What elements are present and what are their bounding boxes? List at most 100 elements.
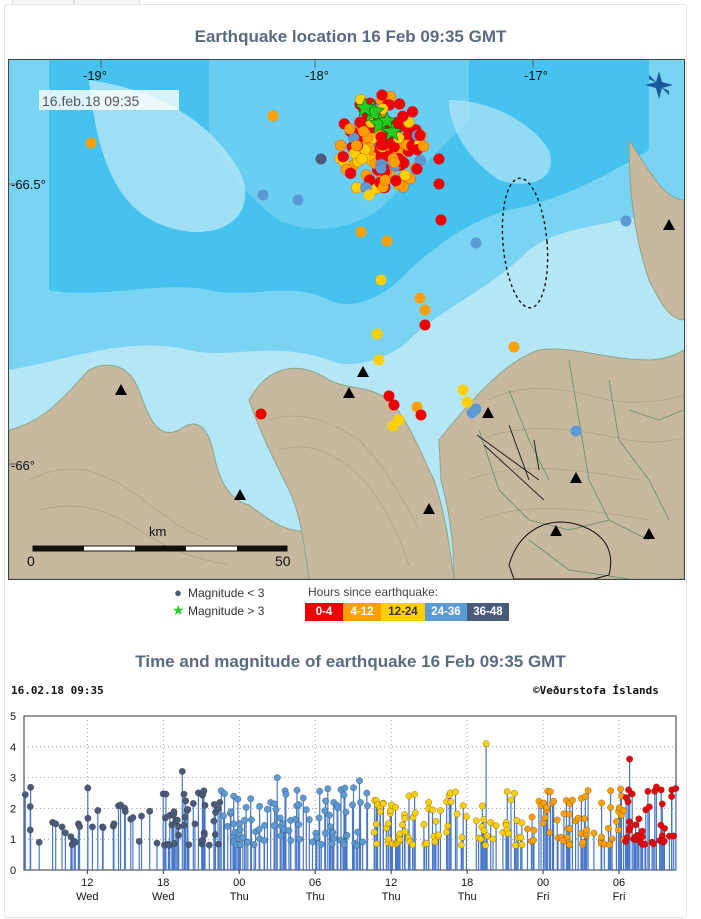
earthquake-marker	[397, 110, 409, 122]
earthquake-point	[327, 823, 334, 831]
earthquake-point	[244, 838, 252, 846]
earthquake-point	[248, 816, 255, 824]
earthquake-point	[543, 804, 551, 811]
earthquake-point	[482, 740, 490, 748]
earthquake-point	[635, 815, 643, 823]
earthquake-point	[185, 841, 193, 849]
x-tick-hour: 06	[613, 877, 625, 889]
x-tick-day: Thu	[306, 891, 325, 903]
earthquake-point	[480, 816, 488, 823]
earthquake-map[interactable]: -19° -18° -17° -66.5° -66° 16.feb.18 09:…	[8, 59, 685, 580]
earthquake-point	[272, 806, 280, 814]
earthquake-marker	[255, 408, 267, 420]
earthquake-point	[189, 800, 197, 807]
chart-date-label: 16.02.18 09:35	[11, 684, 104, 697]
earthquake-point	[171, 840, 178, 847]
x-axis: 12 Wed 18 Wed 00 Thu 06 Thu 12 Thu 18 Thu 00 Fri 06 Fri	[76, 870, 625, 903]
earthquake-point	[613, 818, 620, 825]
earthquake-marker	[415, 409, 427, 421]
x-tick-day: Wed	[152, 891, 174, 903]
earthquake-point	[146, 807, 154, 815]
earthquake-marker	[292, 194, 304, 206]
earthquake-point	[511, 789, 518, 797]
earthquake-point	[162, 790, 170, 798]
earthquake-point	[315, 814, 323, 822]
earthquake-point	[657, 786, 665, 794]
seismic-station-icon	[482, 407, 494, 418]
graticule	[9, 60, 534, 465]
earthquake-point	[201, 801, 209, 809]
earthquake-point	[241, 816, 248, 824]
earthquake-point	[341, 784, 349, 792]
earthquake-point	[216, 799, 224, 806]
star-icon: ★	[172, 602, 185, 618]
earthquake-point	[379, 800, 387, 808]
earthquake-point	[220, 812, 227, 820]
earthquake-point	[282, 790, 290, 798]
seismic-station-icon	[550, 525, 562, 536]
earthquake-point	[62, 829, 69, 837]
x-tick-hour: 18	[157, 877, 169, 889]
earthquake-marker	[414, 129, 426, 141]
map-timestamp: 16.feb.18 09:35	[42, 93, 140, 109]
earthquake-marker	[388, 156, 401, 169]
earthquake-point	[340, 791, 348, 799]
earthquake-point	[628, 790, 636, 798]
earthquake-point	[277, 832, 285, 840]
earthquake-point	[372, 820, 380, 828]
earthquake-point	[581, 793, 589, 800]
earthquake-point	[489, 835, 497, 843]
earthquake-marker	[373, 354, 385, 366]
x-tick-hour: 00	[233, 877, 245, 889]
earthquake-marker	[411, 163, 423, 175]
scale-unit: km	[149, 524, 166, 539]
lon-label-19: -19°	[83, 68, 107, 83]
earthquake-point	[518, 819, 526, 827]
lat-label-66: -66°	[11, 458, 35, 473]
earthquake-point	[26, 826, 34, 834]
earthquake-point	[321, 829, 329, 837]
fault-lines	[476, 424, 545, 501]
earthquake-point	[641, 840, 649, 848]
earthquake-point	[129, 814, 137, 821]
earthquake-marker	[350, 139, 363, 152]
earthquake-point	[377, 808, 384, 816]
earthquake-point	[463, 813, 470, 820]
earthquake-point	[94, 807, 102, 814]
seismic-station-icon	[234, 489, 246, 500]
earthquake-marker	[406, 106, 419, 118]
earthquake-point	[565, 810, 573, 818]
earthquake-marker	[470, 237, 482, 249]
earthquake-marker	[388, 141, 400, 153]
earthquake-point	[420, 821, 428, 828]
earthquake-marker	[257, 189, 269, 201]
earthquake-point	[409, 841, 416, 849]
earthquake-point	[293, 786, 301, 794]
x-tick-hour: 12	[81, 877, 93, 889]
earthquake-marker	[433, 178, 445, 190]
earthquake-point	[432, 817, 440, 825]
x-tick-day: Thu	[230, 891, 249, 903]
earthquake-point	[483, 832, 491, 840]
earthquake-marker	[461, 396, 473, 408]
seismic-station-icon	[643, 528, 655, 539]
earthquake-point	[26, 803, 34, 810]
earthquake-marker	[388, 399, 400, 411]
earthquake-point	[632, 821, 639, 829]
earthquake-point	[477, 835, 485, 843]
earthquake-point	[672, 785, 680, 792]
legend-label: Magnitude > 3	[188, 604, 265, 618]
earthquake-point	[620, 807, 627, 814]
earthquake-point	[482, 842, 489, 849]
earthquake-point	[524, 825, 531, 833]
earthquake-point	[205, 841, 213, 849]
earthquake-marker	[344, 123, 356, 135]
earthquake-point	[392, 803, 399, 811]
earthquake-point	[547, 788, 554, 796]
earthquake-point	[626, 755, 633, 763]
large-quake-markers	[354, 97, 403, 141]
earthquake-marker	[315, 153, 327, 165]
earthquake-point	[505, 830, 512, 838]
earthquake-point	[313, 834, 321, 841]
earthquake-marker	[470, 403, 482, 415]
